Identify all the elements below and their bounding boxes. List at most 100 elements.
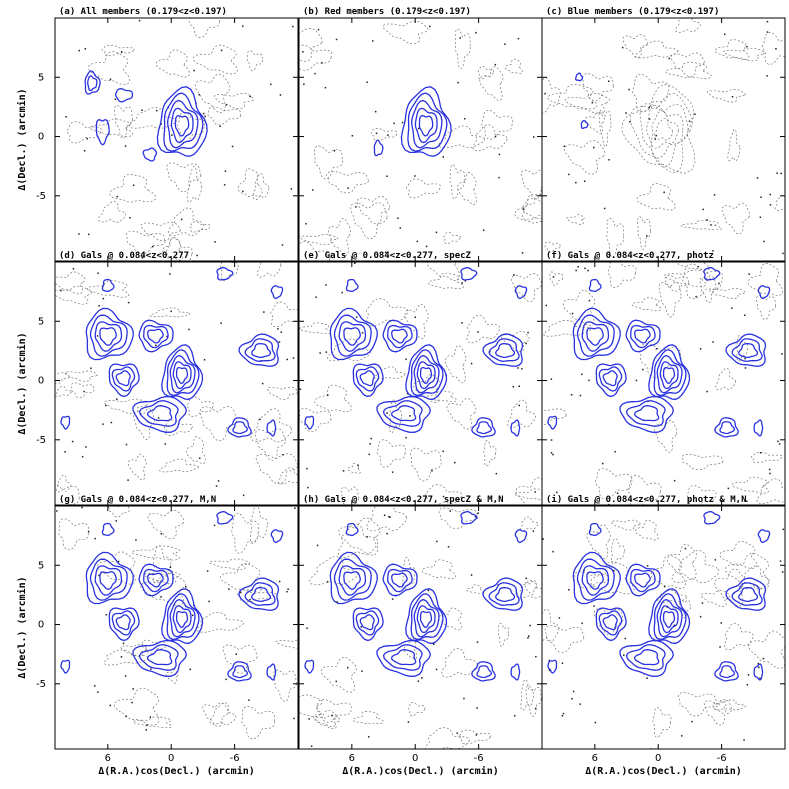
galaxy-dot (208, 600, 210, 603)
density-contour (232, 665, 249, 679)
galaxy-dot (718, 282, 720, 285)
galaxy-dot (688, 120, 691, 122)
galaxy-dot (646, 235, 648, 237)
density-contour (413, 354, 440, 394)
density-contour (238, 333, 280, 367)
galaxy-dot (614, 450, 616, 453)
density-contour (329, 551, 378, 605)
density-contour (581, 565, 610, 596)
galaxy-dot (132, 184, 135, 186)
density-contour (619, 395, 674, 433)
background-contour (582, 73, 614, 102)
background-contour (55, 271, 86, 295)
galaxy-dot (152, 245, 154, 248)
density-contour (175, 610, 189, 629)
galaxy-dot (203, 359, 206, 361)
galaxy-dot (470, 362, 473, 365)
galaxy-dot (561, 662, 564, 664)
density-contour (387, 568, 413, 593)
density-contour (161, 588, 204, 645)
plot-area (65, 18, 294, 261)
galaxy-dot (368, 453, 370, 456)
density-contour (416, 605, 436, 634)
background-contour (120, 643, 148, 657)
density-contour (89, 314, 128, 357)
density-contour (476, 421, 493, 435)
background-contour (256, 262, 282, 278)
galaxy-dot (393, 122, 395, 125)
y-tick-label: 5 (38, 560, 44, 571)
galaxy-dot (326, 580, 329, 583)
galaxy-dot (263, 311, 265, 313)
background-contour (723, 622, 754, 651)
density-contour (266, 419, 277, 437)
panel-d: (d) Gals @ 0.084<z<0.277 5 0 -5 (36, 251, 299, 506)
density-contour (653, 593, 687, 641)
galaxy-dot (110, 421, 113, 424)
galaxy-dot (292, 25, 294, 28)
density-contour (471, 661, 496, 682)
galaxy-dot (270, 83, 272, 86)
galaxy-dot (417, 680, 420, 682)
background-contour (131, 545, 180, 561)
background-contour (709, 288, 746, 300)
background-contour (299, 44, 333, 71)
density-contour (166, 593, 200, 641)
density-contour (656, 354, 683, 394)
panel-h: (h) Gals @ 0.084<z<0.277, specZ & M,N 6 0 -… (298, 495, 543, 764)
density-contour (355, 610, 380, 636)
galaxy-dot (747, 674, 750, 676)
galaxy-dot (160, 596, 162, 598)
background-contour (58, 518, 89, 551)
background-contour (108, 506, 130, 518)
panel-title: (d) Gals @ 0.084<z<0.277 (59, 251, 189, 261)
galaxy-dot (550, 452, 553, 454)
galaxy-dot (180, 218, 183, 221)
background-contour (651, 110, 679, 149)
background-contour (652, 707, 672, 738)
galaxy-dot (663, 258, 665, 261)
galaxy-dot (646, 677, 648, 679)
galaxy-dot (433, 643, 435, 645)
background-contour (639, 343, 682, 378)
background-contour (562, 289, 596, 326)
panel-a: (a) All members (0.179<z<0.197) 5 0 -5 (36, 7, 299, 262)
galaxy-dot (550, 439, 553, 441)
galaxy-dot (217, 480, 220, 482)
background-contour (231, 512, 259, 554)
background-contour (607, 262, 637, 288)
galaxy-dot (65, 116, 67, 118)
background-contour (189, 221, 211, 233)
density-contour (138, 563, 174, 597)
x-tick-label: 0 (412, 753, 418, 764)
galaxy-dot (697, 265, 699, 268)
background-contour (347, 462, 361, 474)
background-contour (564, 93, 610, 114)
plot-area (299, 506, 542, 749)
background-contour (213, 93, 255, 110)
background-contour (207, 106, 241, 126)
density-contour (227, 417, 252, 438)
galaxy-dot (457, 81, 459, 84)
galaxy-dot (532, 530, 535, 532)
galaxy-dot (97, 691, 99, 693)
background-contour (101, 44, 135, 56)
galaxy-dot (336, 601, 339, 603)
density-contour (170, 107, 194, 144)
background-contour (446, 398, 477, 430)
background-contour (340, 486, 360, 505)
density-contour (418, 114, 434, 137)
galaxy-dot (584, 267, 586, 270)
galaxy-dot (72, 268, 75, 270)
background-contour (143, 570, 181, 584)
background-contour (507, 399, 536, 429)
galaxy-dot (193, 69, 195, 72)
density-contour (85, 551, 134, 605)
density-contour (345, 278, 359, 293)
x-tick-label: -6 (474, 753, 484, 764)
galaxy-dot (477, 331, 479, 333)
galaxy-dot (429, 25, 431, 28)
galaxy-dot (699, 615, 702, 618)
galaxy-dot (135, 539, 137, 541)
density-contour (146, 649, 173, 666)
